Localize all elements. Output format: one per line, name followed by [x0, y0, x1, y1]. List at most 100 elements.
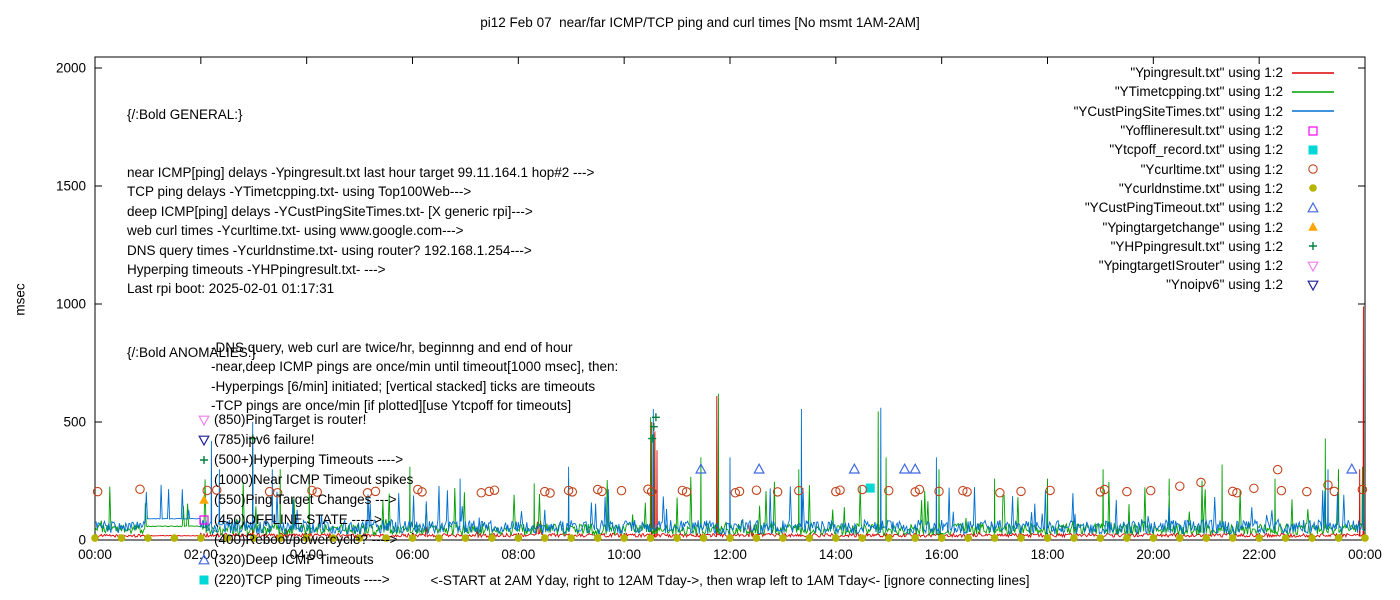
y-tick-label: 1000	[56, 297, 86, 312]
circle-open-marker	[211, 485, 222, 495]
anomaly-line: (320)Deep ICMP Timeouts	[127, 550, 413, 570]
legend-sample-plus-icon	[1309, 242, 1317, 251]
circle-open-marker	[1099, 484, 1110, 495]
legend-label: "YpingtargetISrouter" using 1:2	[1098, 258, 1283, 274]
x-tick-label: 08:00	[501, 547, 535, 562]
triangle-open-marker	[198, 553, 210, 565]
legend-item: "Ytcpoff_record.txt" using 1:2	[1074, 140, 1336, 159]
legend-label: "YCustPingTimeout.txt" using 1:2	[1084, 200, 1283, 216]
anomaly-marker-box	[197, 493, 214, 507]
circle-open-marker	[730, 488, 741, 498]
circle-filled-marker	[1255, 534, 1263, 542]
nabla-open-marker	[198, 415, 210, 427]
circle-filled-marker	[937, 534, 946, 542]
series-line-YCustPingSiteTimes.txt	[94, 407, 1366, 536]
circle-open-marker	[484, 486, 494, 497]
circle-filled-marker	[197, 534, 205, 542]
anomaly-line: (850)PingTarget is router!	[127, 410, 413, 430]
circle-filled-marker	[726, 534, 734, 542]
anomaly-marker-box	[197, 413, 214, 427]
anomaly-text: (785)ipv6 failure!	[214, 432, 315, 447]
anomaly-text: (500+)Hyperping Timeouts ---->	[214, 452, 404, 467]
anomaly-line: (550)Ping Target Changes --->	[127, 490, 413, 510]
anomaly-text: (550)Ping Target Changes --->	[214, 492, 397, 507]
nabla-open-marker	[1307, 280, 1319, 292]
x-tick-label: 06:00	[396, 547, 430, 562]
detail-line: -DNS query, web curl are twice/hr, begin…	[211, 339, 573, 355]
circle-filled-marker	[408, 534, 417, 542]
x-tick-label: 16:00	[925, 547, 959, 562]
anomaly-text: (850)PingTarget is router!	[214, 412, 367, 427]
nabla-open-marker	[198, 435, 210, 447]
circle-filled-marker	[646, 534, 655, 542]
circle-filled-marker	[673, 534, 681, 542]
anomaly-line: (785)ipv6 failure!	[127, 430, 413, 450]
circle-filled-marker	[1281, 534, 1290, 542]
legend-label: "Ycurltime.txt" using 1:2	[1140, 161, 1283, 177]
detail-line: -near,deep ICMP pings are once/min until…	[211, 359, 619, 375]
series-points-YHPpingresult.txt	[248, 413, 660, 443]
anomaly-line: (220)TCP ping Timeouts ---->	[127, 570, 413, 590]
circle-open-marker	[1329, 486, 1340, 497]
anomaly-text: (450)OFFLINE STATE ----->	[214, 512, 382, 527]
circle-open-marker	[272, 488, 283, 498]
circle-open-marker	[567, 487, 578, 497]
circle-filled-marker	[1228, 534, 1237, 542]
circle-filled-marker	[223, 534, 232, 542]
circle-filled-marker	[170, 534, 179, 542]
circle-open-marker	[1175, 481, 1185, 491]
legend-sample-nabla-open-icon	[1307, 261, 1319, 272]
legend-item: "YTimetcpping.txt" using 1:2	[1074, 82, 1336, 101]
legend-label: "Ycurldnstime.txt" using 1:2	[1118, 180, 1283, 196]
circle-open-marker	[1308, 164, 1318, 174]
general-line: web curl times -Ycurltime.txt- using www…	[127, 223, 464, 239]
legend-label: "Ytcpoff_record.txt" using 1:2	[1109, 142, 1283, 158]
detail-line: -TCP pings are once/min [if plotted][use…	[211, 397, 572, 413]
circle-filled-marker	[435, 534, 443, 542]
circle-open-marker	[962, 487, 972, 497]
anomaly-text: (220)TCP ping Timeouts ---->	[214, 572, 390, 587]
circle-open-marker	[1232, 488, 1242, 498]
x-tick-label: 22:00	[1242, 547, 1276, 562]
circle-filled-marker	[1308, 534, 1316, 542]
legend-sample-line-icon	[1292, 110, 1334, 112]
circle-filled-marker	[805, 534, 814, 542]
square-open-icon	[199, 515, 209, 525]
triangle-open-marker	[898, 462, 911, 474]
y-tick-label: 0	[78, 533, 86, 548]
y-tick-label: 2000	[56, 61, 86, 76]
square-open-marker	[199, 515, 209, 525]
plus-marker	[651, 413, 660, 422]
legend-item: "YpingtargetISrouter" using 1:2	[1074, 256, 1336, 275]
plus-marker	[248, 434, 257, 443]
legend-item: "Ycurltime.txt" using 1:2	[1074, 159, 1336, 178]
circle-open-marker	[958, 485, 968, 496]
nabla-open-marker	[1307, 261, 1319, 272]
circle-open-marker	[677, 485, 688, 496]
general-annotation-block: {/:Bold GENERAL:} near ICMP[ping] delays…	[127, 66, 618, 454]
legend-sample-line-icon	[1292, 91, 1334, 93]
circle-filled-marker	[620, 534, 628, 542]
circle-filled-marker	[540, 534, 549, 542]
anomaly-marker-box	[197, 533, 214, 547]
circle-filled-marker	[355, 534, 364, 542]
plus-marker	[648, 434, 657, 443]
anomaly-marker-box	[197, 553, 214, 567]
legend-sample-circle-open-icon	[1308, 164, 1318, 174]
circle-open-marker	[540, 486, 550, 497]
circle-open-marker	[1323, 480, 1333, 490]
legend-sample-line-icon	[1292, 71, 1334, 74]
circle-filled-marker	[699, 534, 708, 542]
legend-label: "Ypingresult.txt" using 1:2	[1130, 65, 1283, 81]
circle-filled-marker	[276, 534, 285, 542]
legend-label: "YHPpingresult.txt" using 1:2	[1110, 238, 1283, 254]
anomaly-line: (1000)Near ICMP Timeout spikes	[127, 470, 413, 490]
square-filled-marker	[865, 483, 875, 493]
legend-sample-circle-filled-icon	[1309, 184, 1317, 193]
legend-sample-square-filled-icon	[1308, 145, 1318, 155]
x-tick-label: 14:00	[819, 547, 853, 562]
x-tick-label: 00:00	[1348, 547, 1382, 562]
general-header: {/:Bold GENERAL:}	[127, 106, 243, 122]
square-open-marker	[1308, 125, 1318, 136]
